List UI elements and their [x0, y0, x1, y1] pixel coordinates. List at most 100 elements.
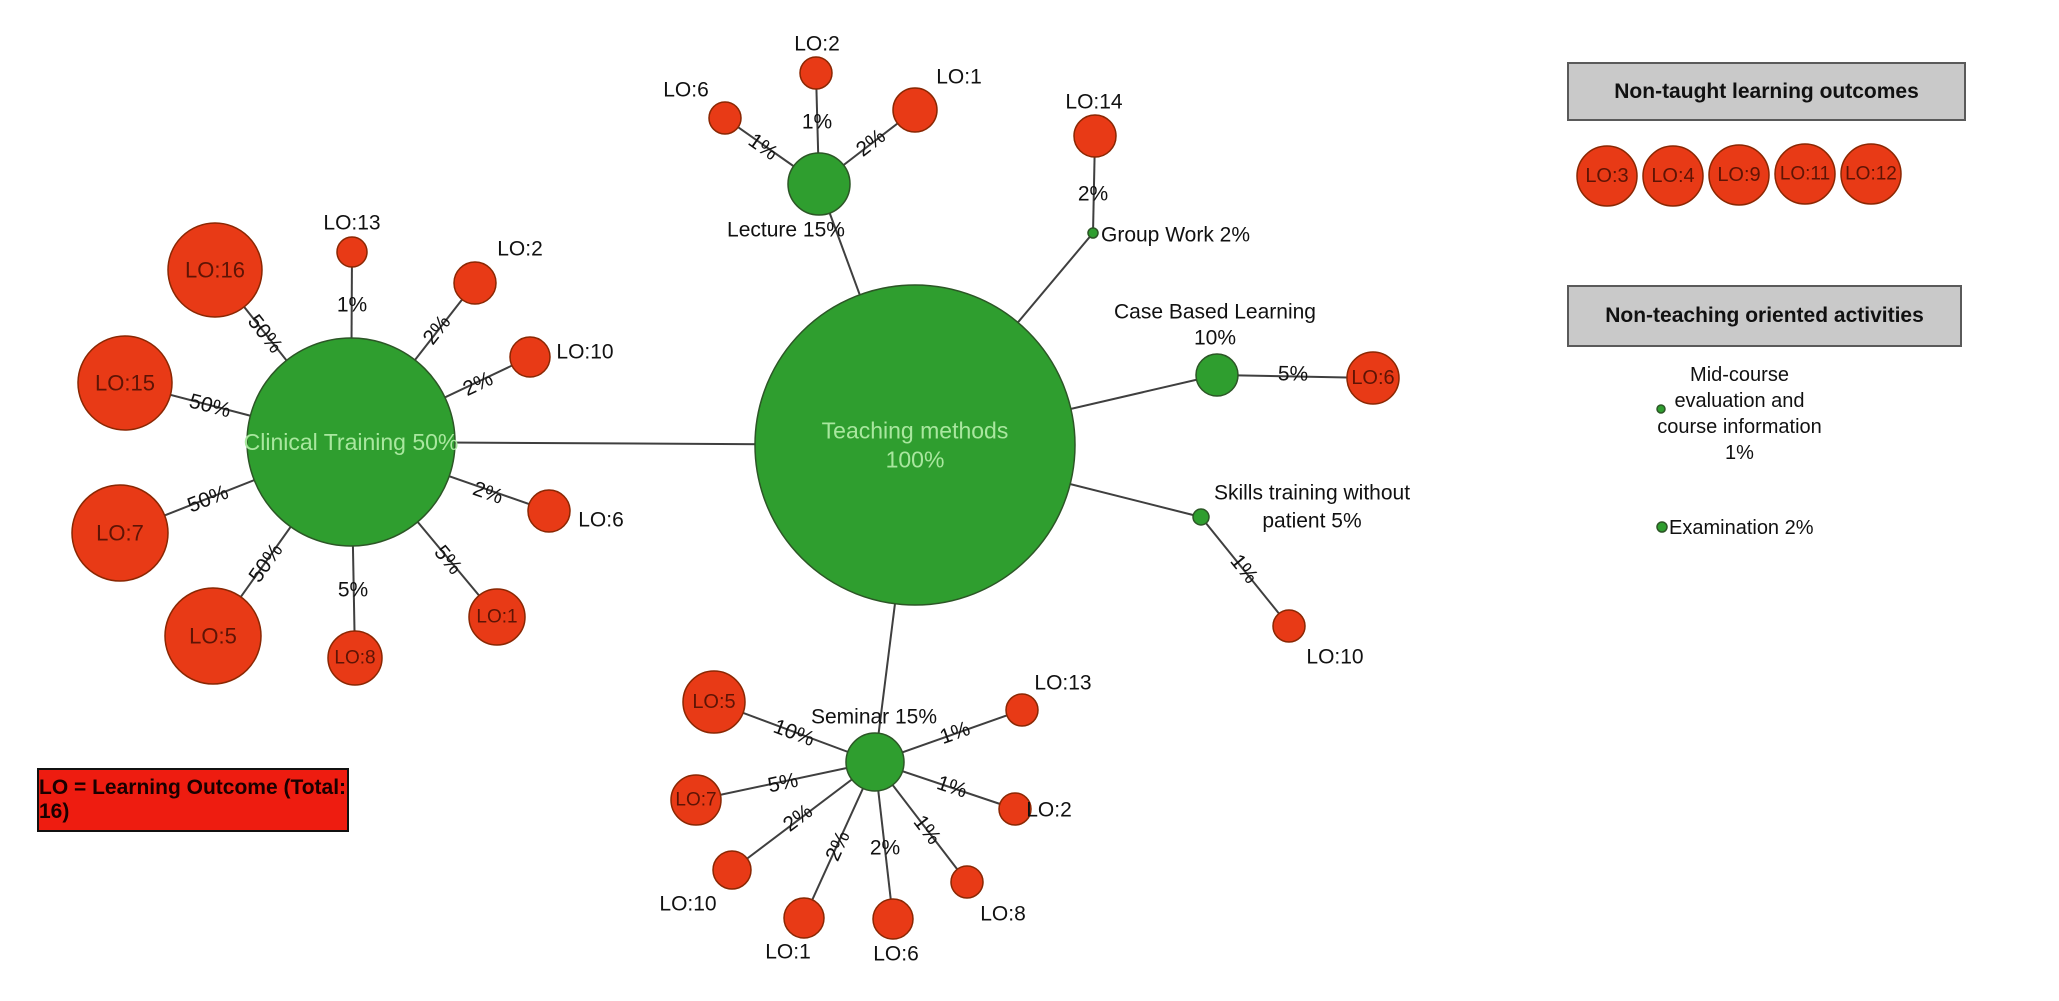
node-lg-lo9-label: LO:9	[1717, 164, 1760, 186]
node-c-lo2-label: LO:2	[497, 238, 543, 261]
node-se-lo8-circle	[950, 865, 984, 899]
node-skills-circle	[1192, 508, 1210, 526]
node-se-lo13-label: LO:13	[1034, 672, 1091, 695]
node-se-lo10-circle	[712, 850, 752, 890]
node-seminar-label: Seminar 15%	[811, 706, 937, 729]
node-c-lo1-circle	[468, 588, 526, 646]
node-l-lo6-circle	[708, 101, 742, 135]
legend-non-taught-title: Non-taught learning outcomes	[1614, 79, 1919, 103]
node-lg-dot-exam-circle	[1656, 521, 1668, 533]
node-c-lo6-circle	[527, 489, 571, 533]
node-lecture-label: Lecture 15%	[727, 219, 845, 242]
node-g-lo14-label: LO:14	[1065, 91, 1123, 114]
edge-label-clinical-c-lo13: 1%	[337, 294, 367, 317]
node-c-lo5-circle	[164, 587, 262, 685]
edge-label-lecture-l-lo2: 1%	[802, 111, 832, 134]
edge-label-groupwork-g-lo14: 2%	[1078, 183, 1108, 206]
node-c-lo16-circle	[167, 222, 263, 318]
node-c-lo10-label: LO:10	[556, 341, 613, 364]
edge-label-seminar-se-lo1: 2%	[821, 827, 855, 864]
edge-label-clinical-c-lo7: 50%	[184, 481, 232, 518]
legend-non-taught-box: Non-taught learning outcomes	[1567, 62, 1966, 121]
legend-non-teaching-box: Non-teaching oriented activities	[1567, 285, 1962, 347]
node-c-lo8-label: LO:8	[334, 648, 375, 669]
node-skills-label: patient 5%	[1262, 510, 1361, 533]
node-c-lo13-circle	[336, 236, 368, 268]
node-seminar-circle	[845, 732, 905, 792]
node-s-lo10-circle	[1272, 609, 1306, 643]
node-s-lo10-label: LO:10	[1306, 646, 1363, 669]
node-teaching-circle	[754, 284, 1076, 606]
legend-non-teaching-title: Non-teaching oriented activities	[1605, 304, 1924, 327]
node-skills-label: Skills training without	[1214, 482, 1410, 505]
node-teaching-label: Teaching methods	[822, 418, 1009, 444]
node-c-lo7-circle	[71, 484, 169, 582]
node-l-lo2-label: LO:2	[794, 33, 840, 56]
node-c-lo16-label: LO:16	[185, 258, 245, 283]
node-l-lo2-circle	[799, 56, 833, 90]
node-c-lo8-circle	[327, 630, 383, 686]
node-lecture-circle	[787, 152, 851, 216]
node-lg-lo4-circle	[1642, 145, 1704, 207]
node-cb-lo6-circle	[1346, 351, 1400, 405]
node-c-lo15-label: LO:15	[95, 371, 155, 396]
edge-label-cbl-cb-lo6: 5%	[1278, 362, 1309, 386]
node-se-lo10-label: LO:10	[659, 893, 716, 916]
node-se-lo5-circle	[682, 670, 746, 734]
edge-label-clinical-c-lo8: 5%	[338, 579, 368, 602]
edge-label-seminar-se-lo7: 5%	[766, 769, 800, 798]
edge-skills-s-lo10	[1200, 516, 1290, 627]
note-box-label: LO = Learning Outcome (Total: 16)	[39, 776, 347, 823]
node-se-lo6-label: LO:6	[873, 943, 919, 966]
edge-label-lecture-l-lo1: 2%	[852, 125, 890, 162]
node-cbl-circle	[1195, 353, 1239, 397]
node-lg-lo3-label: LO:3	[1585, 165, 1628, 187]
node-se-lo5-label: LO:5	[692, 691, 735, 713]
edge-label-clinical-c-lo10: 2%	[459, 367, 496, 401]
node-groupwork-label: Group Work 2%	[1101, 224, 1250, 247]
node-c-lo1-label: LO:1	[476, 607, 517, 628]
node-c-lo10-circle	[509, 336, 551, 378]
node-c-lo15-circle	[77, 335, 173, 431]
node-l-lo6-label: LO:6	[663, 79, 709, 102]
edge-label-seminar-se-lo6: 2%	[870, 837, 900, 860]
node-c-lo13-label: LO:13	[323, 212, 380, 235]
node-se-lo1-label: LO:1	[765, 941, 811, 964]
node-lg-dot-midcourse-circle	[1656, 404, 1666, 414]
edge-label-clinical-c-lo5: 50%	[244, 539, 287, 587]
node-lg-lo12-label: LO:12	[1845, 164, 1897, 185]
node-c-lo2-circle	[453, 261, 497, 305]
node-se-lo13-circle	[1005, 693, 1039, 727]
edge-seminar-se-lo10	[731, 761, 876, 871]
node-l-lo1-circle	[892, 87, 938, 133]
edge-label-clinical-c-lo15: 50%	[187, 390, 233, 423]
edge-label-seminar-se-lo8: 1%	[909, 811, 946, 849]
edge-label-seminar-se-lo2: 1%	[934, 771, 970, 802]
midcourse-legend-text: Mid-course evaluation and course informa…	[1657, 364, 1822, 464]
node-lg-lo11-label: LO:11	[1780, 164, 1830, 185]
node-lg-lo3-circle	[1576, 145, 1638, 207]
edge-label-seminar-se-lo13: 1%	[937, 717, 973, 749]
node-c-lo5-label: LO:5	[189, 624, 237, 649]
node-se-lo1-circle	[783, 897, 825, 939]
edge-label-clinical-c-lo16: 50%	[243, 310, 287, 357]
node-cbl-label: Case Based Learning	[1114, 301, 1316, 324]
node-cb-lo6-label: LO:6	[1351, 367, 1394, 389]
node-c-lo6-label: LO:6	[578, 509, 624, 532]
node-teaching-label: 100%	[886, 447, 945, 473]
node-se-lo6-circle	[872, 898, 914, 940]
note-box: LO = Learning Outcome (Total: 16)	[37, 768, 349, 832]
node-groupwork-circle	[1087, 227, 1099, 239]
node-l-lo1-label: LO:1	[936, 66, 982, 89]
node-lg-lo12-circle	[1840, 143, 1902, 205]
node-cbl-label: 10%	[1194, 327, 1236, 350]
node-se-lo7-circle	[670, 774, 722, 826]
node-se-lo7-label: LO:7	[675, 790, 716, 811]
examination-legend-text: Examination 2%	[1669, 517, 1814, 539]
node-se-lo2-label: LO:2	[1026, 799, 1072, 822]
node-g-lo14-circle	[1073, 114, 1117, 158]
node-c-lo7-label: LO:7	[96, 521, 144, 546]
node-clinical-label: Clinical Training 50%	[244, 429, 459, 455]
